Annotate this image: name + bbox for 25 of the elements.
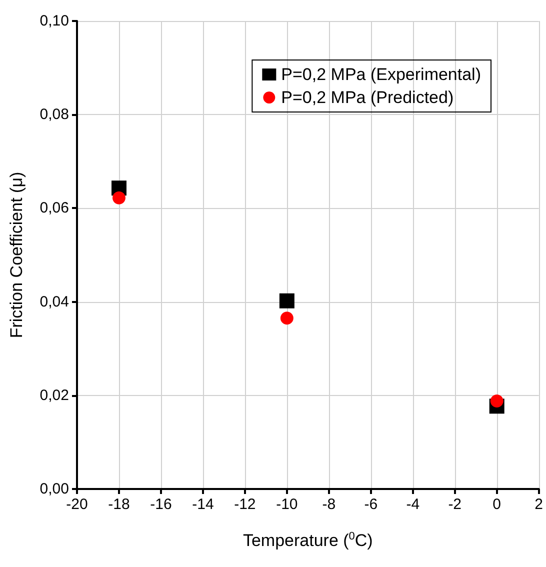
y-tick-label: 0,10 [40,12,69,30]
point [112,191,126,204]
y-tick-label: 0,04 [40,293,69,310]
x-tick-label: -20 [66,496,88,513]
x-tick-label: -10 [276,496,298,513]
x-tick-label: -6 [364,496,378,513]
x-tick-label: -18 [108,496,130,513]
point [490,394,504,408]
point [280,312,294,325]
y-tick-label: 0,06 [40,200,69,217]
y-tick-label: 0,08 [40,106,69,124]
x-tick-label: -8 [322,496,336,513]
legend-label: P=0,2 MPa (Experimental) [281,65,482,84]
y-axis-title: Friction Coefficient (μ) [7,172,26,338]
legend-label: P=0,2 MPa (Predicted) [281,88,454,107]
x-tick-label: -4 [406,496,420,513]
x-tick-label: -12 [234,496,256,513]
x-tick-label: 2 [534,496,543,513]
y-tick-label: 0,00 [40,480,69,498]
x-tick-label: -14 [192,496,214,513]
x-tick-label: -16 [150,496,172,513]
x-tick-label: 0 [492,496,502,513]
point [279,293,294,308]
y-tick-label: 0,02 [40,386,69,404]
x-tick-label: -2 [448,496,462,513]
